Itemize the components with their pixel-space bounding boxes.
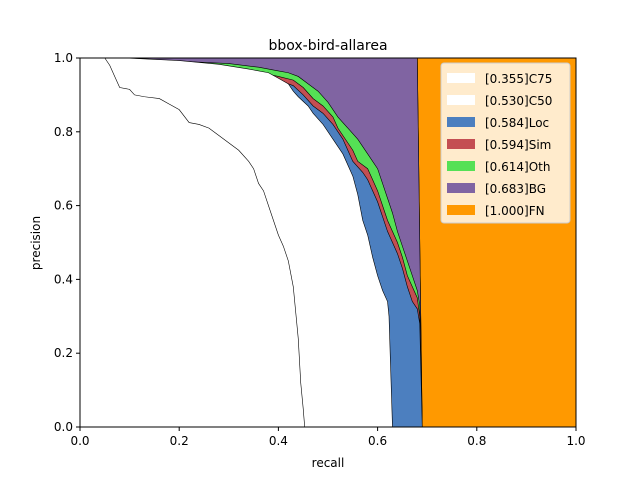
x-tick-label: 0.6 bbox=[368, 434, 387, 448]
legend-swatch-sim bbox=[447, 139, 475, 149]
legend: [0.355]C75 [0.530]C50 [0.584]Loc [0.594]Sim… bbox=[440, 62, 571, 224]
x-axis-label: recall bbox=[312, 456, 345, 470]
chart-title: bbox-bird-allarea bbox=[268, 38, 387, 54]
y-tick-label: 0.8 bbox=[54, 125, 73, 139]
y-tick-label: 0.0 bbox=[54, 420, 73, 434]
legend-label-oth: [0.614]Oth bbox=[485, 160, 550, 174]
y-tick-label: 0.4 bbox=[54, 272, 73, 286]
legend-swatch-bg bbox=[447, 183, 475, 193]
legend-label-sim: [0.594]Sim bbox=[485, 138, 551, 152]
legend-label-loc: [0.584]Loc bbox=[485, 116, 549, 130]
x-tick-label: 0.8 bbox=[467, 434, 486, 448]
legend-label-c75: [0.355]C75 bbox=[485, 72, 552, 86]
legend-swatch-oth bbox=[447, 161, 475, 171]
x-tick-label: 0.2 bbox=[170, 434, 189, 448]
plot-frame bbox=[79, 57, 577, 428]
y-axis-label: precision bbox=[29, 216, 43, 270]
x-tick-label: 0.4 bbox=[269, 434, 288, 448]
x-tick-label: 0.0 bbox=[70, 434, 89, 448]
x-tick-label: 1.0 bbox=[566, 434, 585, 448]
legend-label-fn: [1.000]FN bbox=[485, 204, 545, 218]
legend-label-bg: [0.683]BG bbox=[485, 182, 546, 196]
legend-swatch-loc bbox=[447, 117, 475, 127]
plot-area bbox=[79, 57, 577, 428]
y-tick-label: 1.0 bbox=[54, 51, 73, 65]
legend-swatch-c75 bbox=[447, 73, 475, 83]
area-c75 bbox=[79, 57, 306, 428]
y-tick-label: 0.6 bbox=[54, 199, 73, 213]
legend-swatch-c50 bbox=[447, 95, 475, 105]
legend-swatch-fn bbox=[447, 205, 475, 215]
x-axis: 0.0 0.2 0.4 0.6 0.8 1.0 bbox=[70, 427, 586, 448]
legend-label-c50: [0.530]C50 bbox=[485, 94, 552, 108]
y-tick-label: 0.2 bbox=[54, 346, 73, 360]
y-axis: 0.0 0.2 0.4 0.6 0.8 1.0 bbox=[54, 51, 80, 434]
